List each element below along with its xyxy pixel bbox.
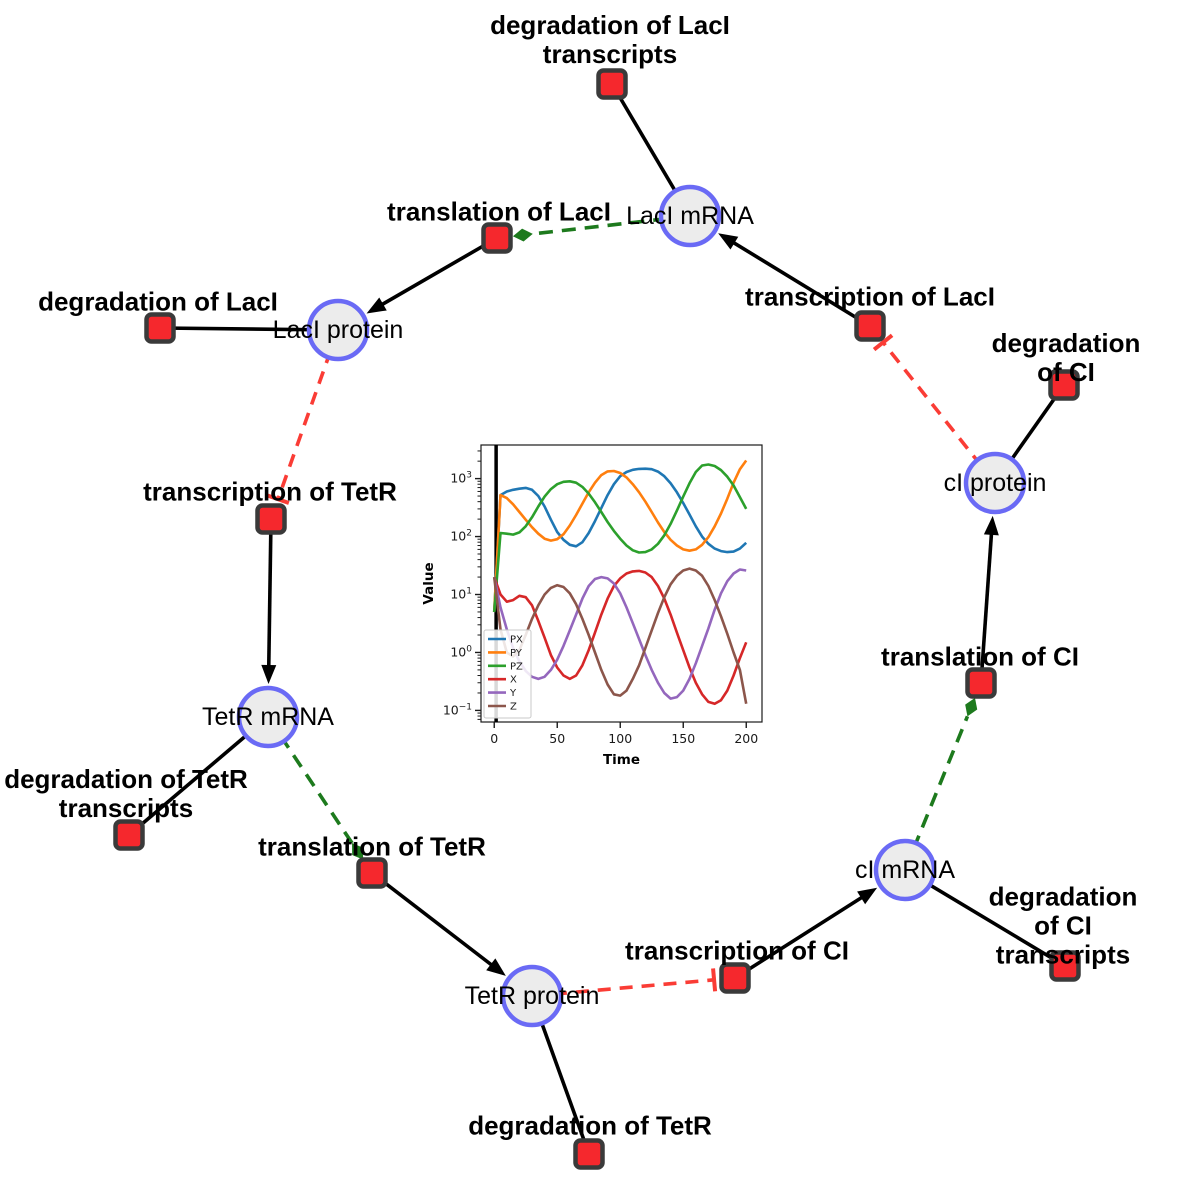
production-edge [979, 530, 994, 684]
reaction-node-deg_cI [1048, 369, 1080, 401]
series-line-PY [492, 459, 748, 613]
nodes-layer [113, 68, 1081, 1170]
y-tick-label: 100 [450, 644, 472, 659]
inset-plot: 0 50 100 150 200 10−1 100 101 102 103 Time Value PX P… [421, 444, 763, 768]
inhibition-tbar-icon [872, 333, 894, 352]
series-line-PX [492, 467, 748, 613]
reaction-node-tsc_LacI [854, 310, 886, 342]
reaction-node-tsc_TetR [255, 503, 287, 535]
reaction-node-tsl_cI [965, 667, 997, 699]
plot-area [492, 445, 748, 722]
arrowhead-icon [857, 887, 878, 905]
reaction-node-tsc_cI [719, 962, 751, 994]
production-edge [730, 239, 871, 328]
series-line-Z [492, 567, 748, 705]
species-node-cI_protein [963, 451, 1027, 515]
diamond-arrowhead-icon [512, 228, 533, 242]
arrowhead-icon [366, 297, 387, 314]
series-line-PZ [492, 463, 748, 613]
reaction-node-tsl_LacI [481, 222, 513, 254]
legend-label-X: X [510, 675, 517, 686]
y-tick-label: 101 [450, 587, 472, 602]
arrowhead-icon [718, 233, 739, 250]
inhibition-tbar-icon [266, 493, 290, 505]
legend-label-PZ: PZ [510, 661, 523, 672]
series-line-Y [492, 568, 747, 700]
x-axis-label: Time [603, 752, 640, 768]
x-tick-label: 200 [734, 731, 758, 746]
legend-label-Y: Y [509, 688, 517, 699]
y-axis-label: Value [421, 562, 437, 604]
species-node-TetR_mRNA [236, 685, 300, 749]
reaction-node-deg_TetR [573, 1138, 605, 1170]
species-node-LacI_mRNA [658, 184, 722, 248]
x-tick-label: 0 [490, 731, 498, 746]
legend-label-PX: PX [510, 635, 523, 646]
legend-label-Z: Z [510, 702, 517, 713]
legend-label-PY: PY [510, 648, 523, 659]
y-tick-label: 103 [450, 471, 472, 486]
diamond-arrowhead-icon [965, 697, 978, 717]
reaction-node-deg_TetR_tr [113, 819, 145, 851]
x-tick-label: 50 [549, 731, 565, 746]
arrowhead-icon [261, 664, 277, 685]
inhibition-tbar-icon [711, 968, 718, 992]
production-edge [734, 894, 866, 980]
x-tick-label: 100 [608, 731, 632, 746]
species-node-LacI_protein [306, 298, 370, 362]
reaction-node-deg_LacI_tr [596, 68, 628, 100]
series-line-X [492, 569, 748, 706]
x-tick-label: 150 [671, 731, 695, 746]
y-tick-label: 10−1 [443, 702, 472, 717]
reaction-node-deg_LacI [144, 312, 176, 344]
diamond-arrowhead-icon [352, 843, 364, 860]
species-node-TetR_protein [500, 964, 564, 1028]
reaction-node-deg_cI_tr [1049, 950, 1081, 982]
arrowhead-icon [486, 958, 506, 976]
arrowhead-icon [983, 515, 999, 536]
production-edge [378, 236, 498, 308]
reaction-node-tsl_TetR [356, 857, 388, 889]
production-edge [370, 871, 496, 969]
y-tick-label: 102 [450, 529, 472, 544]
production-edge [266, 518, 273, 670]
species-node-cI_mRNA [873, 838, 937, 902]
